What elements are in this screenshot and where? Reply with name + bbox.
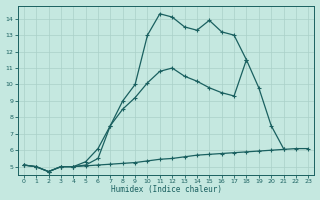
X-axis label: Humidex (Indice chaleur): Humidex (Indice chaleur) (110, 185, 221, 194)
